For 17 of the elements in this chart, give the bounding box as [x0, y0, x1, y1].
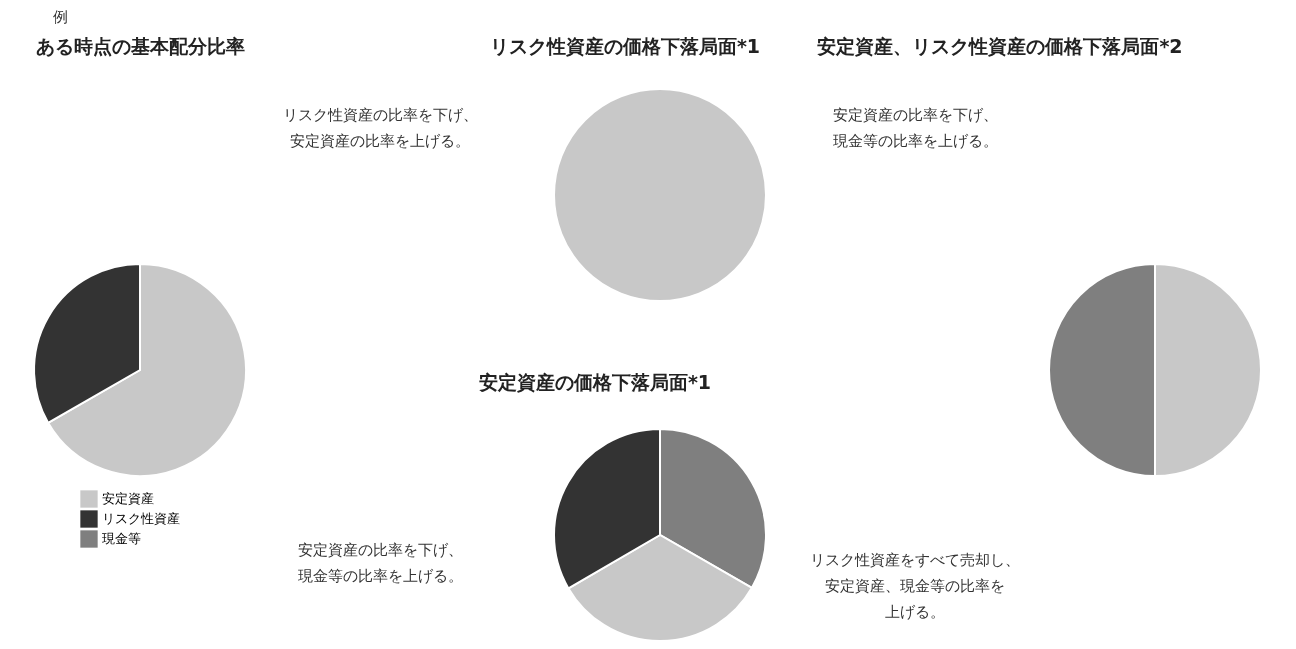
chart-title: ある時点の基本配分比率 [35, 35, 245, 57]
chart-title: 安定資産、リスク性資産の価格下落局面*2 [817, 35, 1183, 57]
legend-label: リスク性資産 [102, 511, 180, 526]
text: リスク性資産をすべて売却し、 [810, 551, 1020, 569]
text: 上げる。 [885, 603, 945, 621]
text: 安定資産の比率を下げ、 [297, 541, 463, 559]
legend-label: 安定資産 [102, 491, 154, 506]
chart-title: リスク性資産の価格下落局面*1 [489, 35, 761, 57]
text: リスク性資産の比率を下げ、 [282, 106, 478, 124]
text: 安定資産、現金等の比率を [825, 577, 1005, 595]
text: 安定資産の比率を上げる。 [290, 132, 470, 150]
chart-title: 安定資産の価格下落局面*1 [478, 371, 712, 393]
text: 例 [52, 8, 68, 26]
legend-label: 現金等 [102, 531, 141, 546]
text: 安定資産の比率を下げ、 [832, 106, 998, 124]
text: 現金等の比率を上げる。 [832, 132, 998, 150]
text: 現金等の比率を上げる。 [297, 567, 463, 585]
